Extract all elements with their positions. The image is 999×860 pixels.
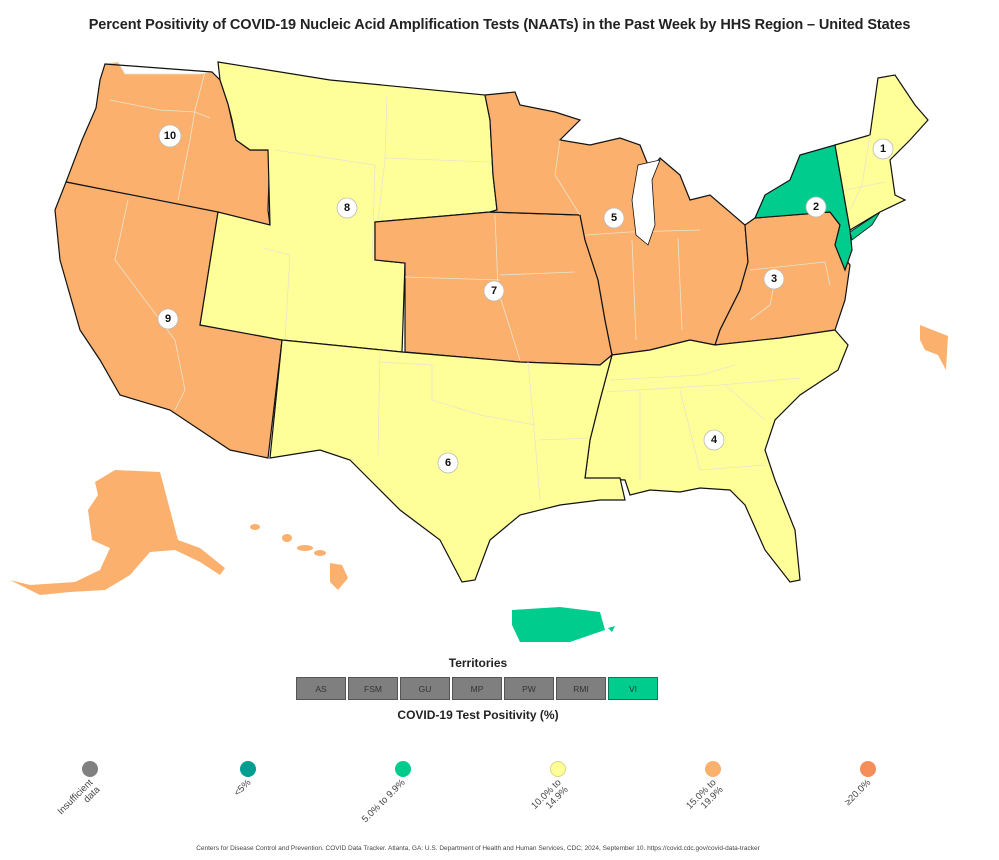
region-5-label: 5 — [603, 207, 625, 229]
legend-label: <5% — [231, 777, 254, 799]
legend-dot-icon — [82, 761, 98, 777]
territory-fsm-button[interactable]: FSM — [348, 677, 398, 700]
region-9-label: 9 — [157, 308, 179, 330]
region-4-label: 4 — [703, 429, 725, 451]
chart-title: Percent Positivity of COVID-19 Nucleic A… — [88, 17, 911, 33]
svg-text:4: 4 — [711, 434, 718, 446]
legend-dot-icon — [395, 761, 411, 777]
us-map: 1 2 3 4 5 6 7 8 9 10 — [10, 61, 948, 642]
svg-text:5: 5 — [611, 212, 617, 224]
alaska[interactable] — [10, 470, 225, 595]
svg-text:9: 9 — [165, 313, 171, 325]
legend-label: 5.0% to 9.9% — [360, 777, 409, 826]
legend-item-5to9: 5.0% to 9.9% — [360, 760, 415, 840]
territory-as-button[interactable]: AS — [296, 677, 346, 700]
svg-text:7: 7 — [491, 285, 497, 297]
territory-rmi-button[interactable]: RMI — [556, 677, 606, 700]
region-8-label: 8 — [336, 197, 358, 219]
legend-label: 10.0% to 14.9% — [528, 777, 571, 812]
dc-inset[interactable] — [920, 325, 948, 370]
svg-text:2: 2 — [813, 201, 819, 213]
hawaii[interactable] — [250, 524, 348, 590]
territory-mp-button[interactable]: MP — [452, 677, 502, 700]
region-2[interactable] — [754, 144, 881, 272]
legend-dot-icon — [705, 761, 721, 777]
legend-item-gte20: ≥20.0% — [843, 760, 880, 840]
legend-item-lt5: <5% — [232, 760, 260, 840]
legend-item-15to19: 15.0% to 19.9% — [684, 760, 725, 840]
region-6-label: 6 — [437, 452, 459, 474]
region-4[interactable] — [584, 329, 849, 583]
legend-item-10to14: 10.0% to 14.9% — [529, 760, 570, 840]
svg-text:8: 8 — [344, 202, 350, 214]
legend-title: COVID-19 Test Positivity (%) — [397, 708, 559, 722]
citation: Centers for Disease Control and Preventi… — [196, 845, 760, 852]
legend-dot-icon — [550, 761, 566, 777]
territory-gu-button[interactable]: GU — [400, 677, 450, 700]
territory-vi-button[interactable]: VI — [608, 677, 658, 700]
legend: Insufficient data <5% 5.0% to 9.9% 10.0% … — [0, 760, 999, 840]
legend-label: 15.0% to 19.9% — [683, 777, 726, 812]
legend-dot-icon — [860, 761, 876, 777]
territories-buttons: AS FSM GU MP PW RMI VI — [296, 677, 658, 700]
legend-dot-icon — [240, 761, 256, 777]
legend-item-insufficient: Insufficient data — [55, 760, 102, 840]
svg-text:3: 3 — [771, 273, 777, 285]
region-7-label: 7 — [483, 280, 505, 302]
svg-text:1: 1 — [880, 143, 886, 155]
region-10-label: 10 — [158, 124, 182, 148]
territories-title: Territories — [448, 656, 508, 670]
legend-label: ≥20.0% — [842, 777, 874, 808]
region-1-label: 1 — [872, 138, 894, 160]
puerto-rico[interactable] — [512, 607, 605, 642]
svg-text:10: 10 — [164, 130, 176, 142]
svg-text:6: 6 — [445, 457, 451, 469]
region-2-label: 2 — [805, 196, 827, 218]
territory-pw-button[interactable]: PW — [504, 677, 554, 700]
region-3-label: 3 — [763, 268, 785, 290]
legend-label: Insufficient data — [55, 777, 103, 818]
